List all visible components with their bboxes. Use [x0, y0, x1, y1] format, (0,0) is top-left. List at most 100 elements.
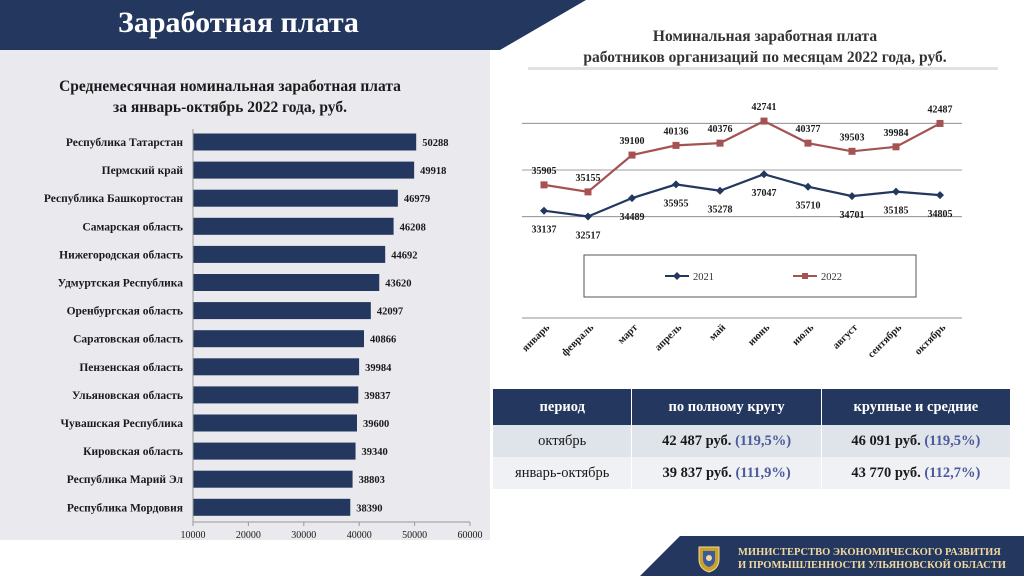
bar-value-label: 46208: [400, 222, 426, 233]
percent-text: (119,5%): [924, 432, 981, 449]
series-line-2022: [543, 119, 941, 194]
value-text: 46 091 руб.: [851, 432, 921, 449]
title-divider: [528, 67, 998, 70]
bar-value-label: 38803: [359, 475, 385, 486]
point-2022: [716, 139, 724, 147]
bar: [193, 274, 380, 291]
bar-value-label: 42097: [377, 307, 403, 318]
footer-banner: [640, 536, 1024, 576]
point-2021: [804, 182, 812, 191]
data-label-2021: 34489: [620, 212, 645, 223]
data-label-2022: 40377: [796, 124, 821, 135]
page-title: Заработная плата: [118, 6, 359, 39]
point-2021: [540, 206, 548, 215]
line-chart-title-line1: Номинальная заработная плата: [652, 28, 878, 45]
point-2021: [936, 191, 944, 200]
data-label-2022: 42741: [752, 102, 777, 113]
point-2022: [540, 181, 548, 189]
bar: [193, 330, 364, 348]
header-shape: [0, 0, 586, 50]
table-header-large: крупные и средние: [821, 389, 1012, 425]
bar-category-label: Пермский край: [102, 165, 184, 177]
bar-value-label: 40866: [370, 335, 396, 346]
point-2022: [628, 151, 636, 159]
data-label-2021: 35278: [708, 205, 733, 216]
data-label-2022: 42487: [928, 104, 953, 115]
bar-value-label: 39984: [365, 363, 392, 374]
data-label-2021: 35710: [796, 201, 821, 212]
x-category-label: март: [616, 322, 641, 347]
table-row: октябрь 42 487 руб. (119,5%) 46 091 руб.…: [493, 425, 1012, 457]
x-category-label: январь: [520, 322, 552, 354]
x-tick-label: 60000: [458, 530, 483, 541]
point-2022: [892, 143, 900, 151]
data-label-2022: 39984: [884, 128, 909, 139]
point-2021: [848, 192, 856, 201]
percent-text: (119,5%): [735, 432, 792, 449]
bar-category-label: Чувашская Республика: [61, 418, 184, 430]
point-2021: [716, 186, 724, 195]
bar-chart-title-line1: Среднемесячная номинальная заработная пл…: [59, 78, 401, 95]
data-label-2021: 37047: [752, 188, 777, 199]
bar: [193, 189, 398, 207]
x-tick-label: 50000: [402, 530, 427, 541]
line-chart-title: Номинальная заработная плата работников …: [520, 26, 1010, 68]
data-label-2022: 39100: [620, 136, 645, 147]
bar: [193, 498, 351, 516]
table-cell-period: январь-октябрь: [493, 457, 633, 489]
value-text: 43 770 руб.: [851, 464, 921, 481]
data-label-2021: 33137: [532, 225, 557, 236]
bar-chart-title-line2: за январь-октябрь 2022 года, руб.: [113, 99, 347, 116]
coat-of-arms-icon: [698, 546, 720, 573]
legend-label-2022: 2022: [821, 272, 842, 283]
bar-category-label: Республика Татарстан: [66, 137, 183, 149]
percent-text: (112,7%): [924, 464, 981, 481]
bar-chart-title: Среднемесячная номинальная заработная пл…: [10, 76, 450, 118]
point-2022: [936, 119, 944, 127]
legend-marker-2022: [802, 273, 808, 279]
x-category-label: июнь: [746, 322, 772, 348]
point-2022: [760, 117, 768, 125]
x-tick-label: 20000: [236, 530, 261, 541]
point-2022: [672, 141, 680, 149]
percent-text: (111,9%): [735, 464, 791, 481]
bar-category-label: Пензенская область: [79, 362, 183, 374]
data-label-2021: 34701: [840, 210, 865, 221]
bar: [193, 302, 371, 320]
bar-category-label: Ульяновская область: [72, 390, 183, 402]
bar-chart: Республика Татарстан 50288 Пермский край 49…: [44, 129, 483, 541]
bar-value-label: 39837: [364, 391, 390, 402]
legend-marker-2021: [673, 272, 681, 280]
legend-label-2021: 2021: [693, 272, 714, 283]
point-2021: [760, 170, 768, 179]
bar-value-label: 43620: [385, 279, 411, 290]
legend-box: [583, 254, 917, 298]
data-label-2022: 40136: [664, 126, 689, 137]
bar-value-label: 50288: [422, 138, 448, 149]
x-category-label: февраль: [560, 322, 597, 359]
bar: [193, 245, 386, 263]
bar: [193, 414, 357, 432]
x-category-label: октябрь: [913, 322, 948, 357]
data-label-2021: 35185: [884, 206, 909, 217]
data-label-2022: 39503: [840, 132, 865, 143]
bar: [193, 386, 359, 404]
bar-value-label: 49918: [420, 166, 446, 177]
bar-category-label: Республика Мордовия: [67, 502, 183, 514]
point-2022: [848, 147, 856, 155]
bar-category-label: Нижегородская область: [59, 249, 183, 261]
bar-category-label: Саратовская область: [73, 334, 183, 346]
table-header-period: период: [493, 389, 633, 425]
bar: [193, 217, 394, 235]
bar-value-label: 44692: [391, 250, 417, 261]
bar-category-label: Республика Марий Эл: [67, 474, 184, 486]
value-text: 39 837 руб.: [662, 464, 732, 481]
footer-line1: МИНИСТЕРСТВО ЭКОНОМИЧЕСКОГО РАЗВИТИЯ: [738, 547, 1001, 558]
bar-category-label: Удмуртская Республика: [58, 278, 184, 290]
table-header-full: по полному кругу: [631, 389, 822, 425]
bar-category-label: Республика Башкортостан: [44, 193, 183, 205]
point-2021: [628, 194, 636, 203]
data-label-2021: 34805: [928, 209, 953, 220]
x-category-label: апрель: [653, 322, 685, 354]
table-header-row: период по полному кругу крупные и средни…: [493, 389, 1012, 425]
